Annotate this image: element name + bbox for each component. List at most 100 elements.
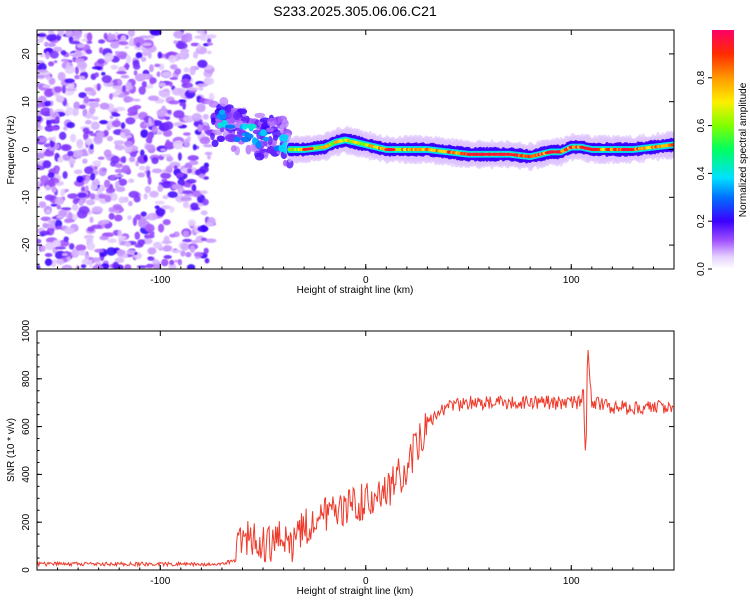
spectrogram-blob: [137, 172, 146, 178]
spectrogram-blob: [127, 215, 132, 221]
spectrogram-blob: [37, 74, 46, 79]
spectrogram-blob: [63, 266, 71, 269]
spectrogram-blob: [55, 166, 60, 175]
spectrogram-blob: [166, 156, 174, 162]
colorbar-tick-label: 0.4: [696, 166, 707, 180]
spectrogram-blob: [199, 165, 209, 173]
spectrogram-blob: [67, 193, 79, 199]
spectrogram-blob: [91, 257, 101, 263]
spectrogram-blob: [153, 241, 163, 249]
spectrogram-blob: [116, 249, 124, 257]
spectrogram-blob: [199, 32, 208, 41]
spectrogram-blob: [189, 245, 196, 254]
spectrogram-blob: [240, 136, 250, 143]
spectrogram-blob: [42, 160, 52, 169]
spectrogram-blob: [117, 78, 122, 86]
spectrogram-blob: [90, 224, 103, 229]
snr-plot-area: [37, 331, 674, 570]
spectrogram-blob: [114, 257, 125, 264]
spectrogram-blob: [64, 78, 75, 84]
spectrogram-blob: [38, 136, 48, 143]
spectrogram-blob: [85, 175, 90, 182]
spectrogram-blob: [138, 86, 146, 95]
spectrogram-blob: [140, 129, 149, 138]
spectrogram-blob: [203, 144, 214, 148]
spectrogram-blob: [169, 233, 176, 238]
spectrogram-blob: [47, 180, 56, 188]
spectrogram-blob: [262, 136, 270, 142]
colorbar-tick-label: 0.6: [696, 118, 707, 132]
spectrogram-blob: [193, 51, 199, 59]
spectrogram-blob: [173, 110, 185, 119]
spectrogram-blob: [64, 218, 75, 223]
spectrogram-blob: [99, 235, 109, 241]
spectrogram-blob: [169, 64, 178, 70]
spectrogram-blob: [112, 85, 124, 90]
spectrogram-blob: [177, 152, 182, 161]
spectrogram-blob: [158, 82, 167, 88]
spectrogram-blob: [135, 52, 143, 59]
spectrogram-blob: [171, 87, 184, 96]
spectrogram-blob: [593, 148, 598, 151]
spectrogram-blob: [180, 78, 190, 84]
spectrogram-blob: [190, 202, 199, 210]
spectrogram-blob: [200, 125, 211, 131]
spectrogram-blob: [183, 67, 190, 73]
spectrogram-blob: [218, 109, 226, 115]
spectrogram-blob: [187, 155, 199, 161]
spectrogram-blob: [92, 160, 102, 166]
spectrogram-blob: [67, 212, 73, 220]
spectrogram-blob: [206, 34, 217, 39]
spectrogram-blob: [140, 56, 147, 62]
spectrogram-blob: [203, 77, 215, 85]
spectrogram-blob: [47, 42, 56, 47]
spectrogram-blob: [181, 35, 193, 43]
spectrogram-blob: [114, 214, 123, 222]
spectrogram-blob: [552, 150, 556, 154]
spectrogram-blob: [230, 145, 236, 153]
spectrogram-blob: [124, 241, 131, 248]
spectrogram-blob: [226, 104, 232, 114]
spectrogram-blob: [202, 113, 209, 120]
spectrogram-blob: [94, 98, 100, 103]
spectrogram-blob: [169, 77, 179, 80]
spectrogram-blob: [64, 227, 75, 235]
spectrogram-blob: [167, 191, 178, 198]
spectrogram-blob: [86, 242, 96, 251]
spectrogram-blob: [173, 165, 178, 170]
spectrogram-blob: [84, 166, 94, 175]
spectrogram-blob: [78, 75, 86, 80]
spectrogram-blob: [68, 243, 75, 250]
spectrogram-blob: [60, 144, 72, 152]
spectrogram-blob: [156, 131, 163, 135]
spectrogram-blob: [51, 188, 57, 193]
spectrogram-blob: [187, 168, 193, 174]
spectrogram-blob: [123, 96, 134, 103]
spectrogram-blob: [120, 74, 130, 79]
spectrogram-blob: [110, 155, 120, 164]
spectrogram-blob: [227, 112, 233, 119]
spectrogram-blob: [191, 190, 203, 198]
spectrogram-blob: [205, 238, 217, 243]
spectrogram-blob: [101, 219, 110, 225]
spectrogram-blob: [52, 136, 56, 143]
spectrogram-blob: [219, 97, 229, 107]
spectrogram-blob: [103, 179, 111, 188]
spectrogram-blob: [187, 87, 199, 91]
spectrogram-blob: [118, 178, 128, 186]
snr-y-tick-label: 800: [21, 370, 32, 387]
spectrogram-blob: [64, 30, 74, 37]
spectrogram-blob: [147, 176, 152, 185]
spectrogram-blob: [133, 37, 145, 46]
spectrogram-blob: [254, 112, 266, 118]
spectrogram-blob: [97, 156, 105, 160]
spectrogram-blob: [81, 38, 89, 42]
spectrogram-blob: [76, 155, 82, 159]
spectrogram-blob: [111, 33, 116, 41]
spectrogram-blob: [56, 204, 61, 210]
spectrogram-blob: [211, 139, 219, 148]
spectrogram-blob: [173, 122, 183, 127]
spectrogram-blob: [38, 201, 47, 209]
spectrogram-blob: [133, 195, 141, 203]
spectrogram-blob: [136, 42, 141, 48]
